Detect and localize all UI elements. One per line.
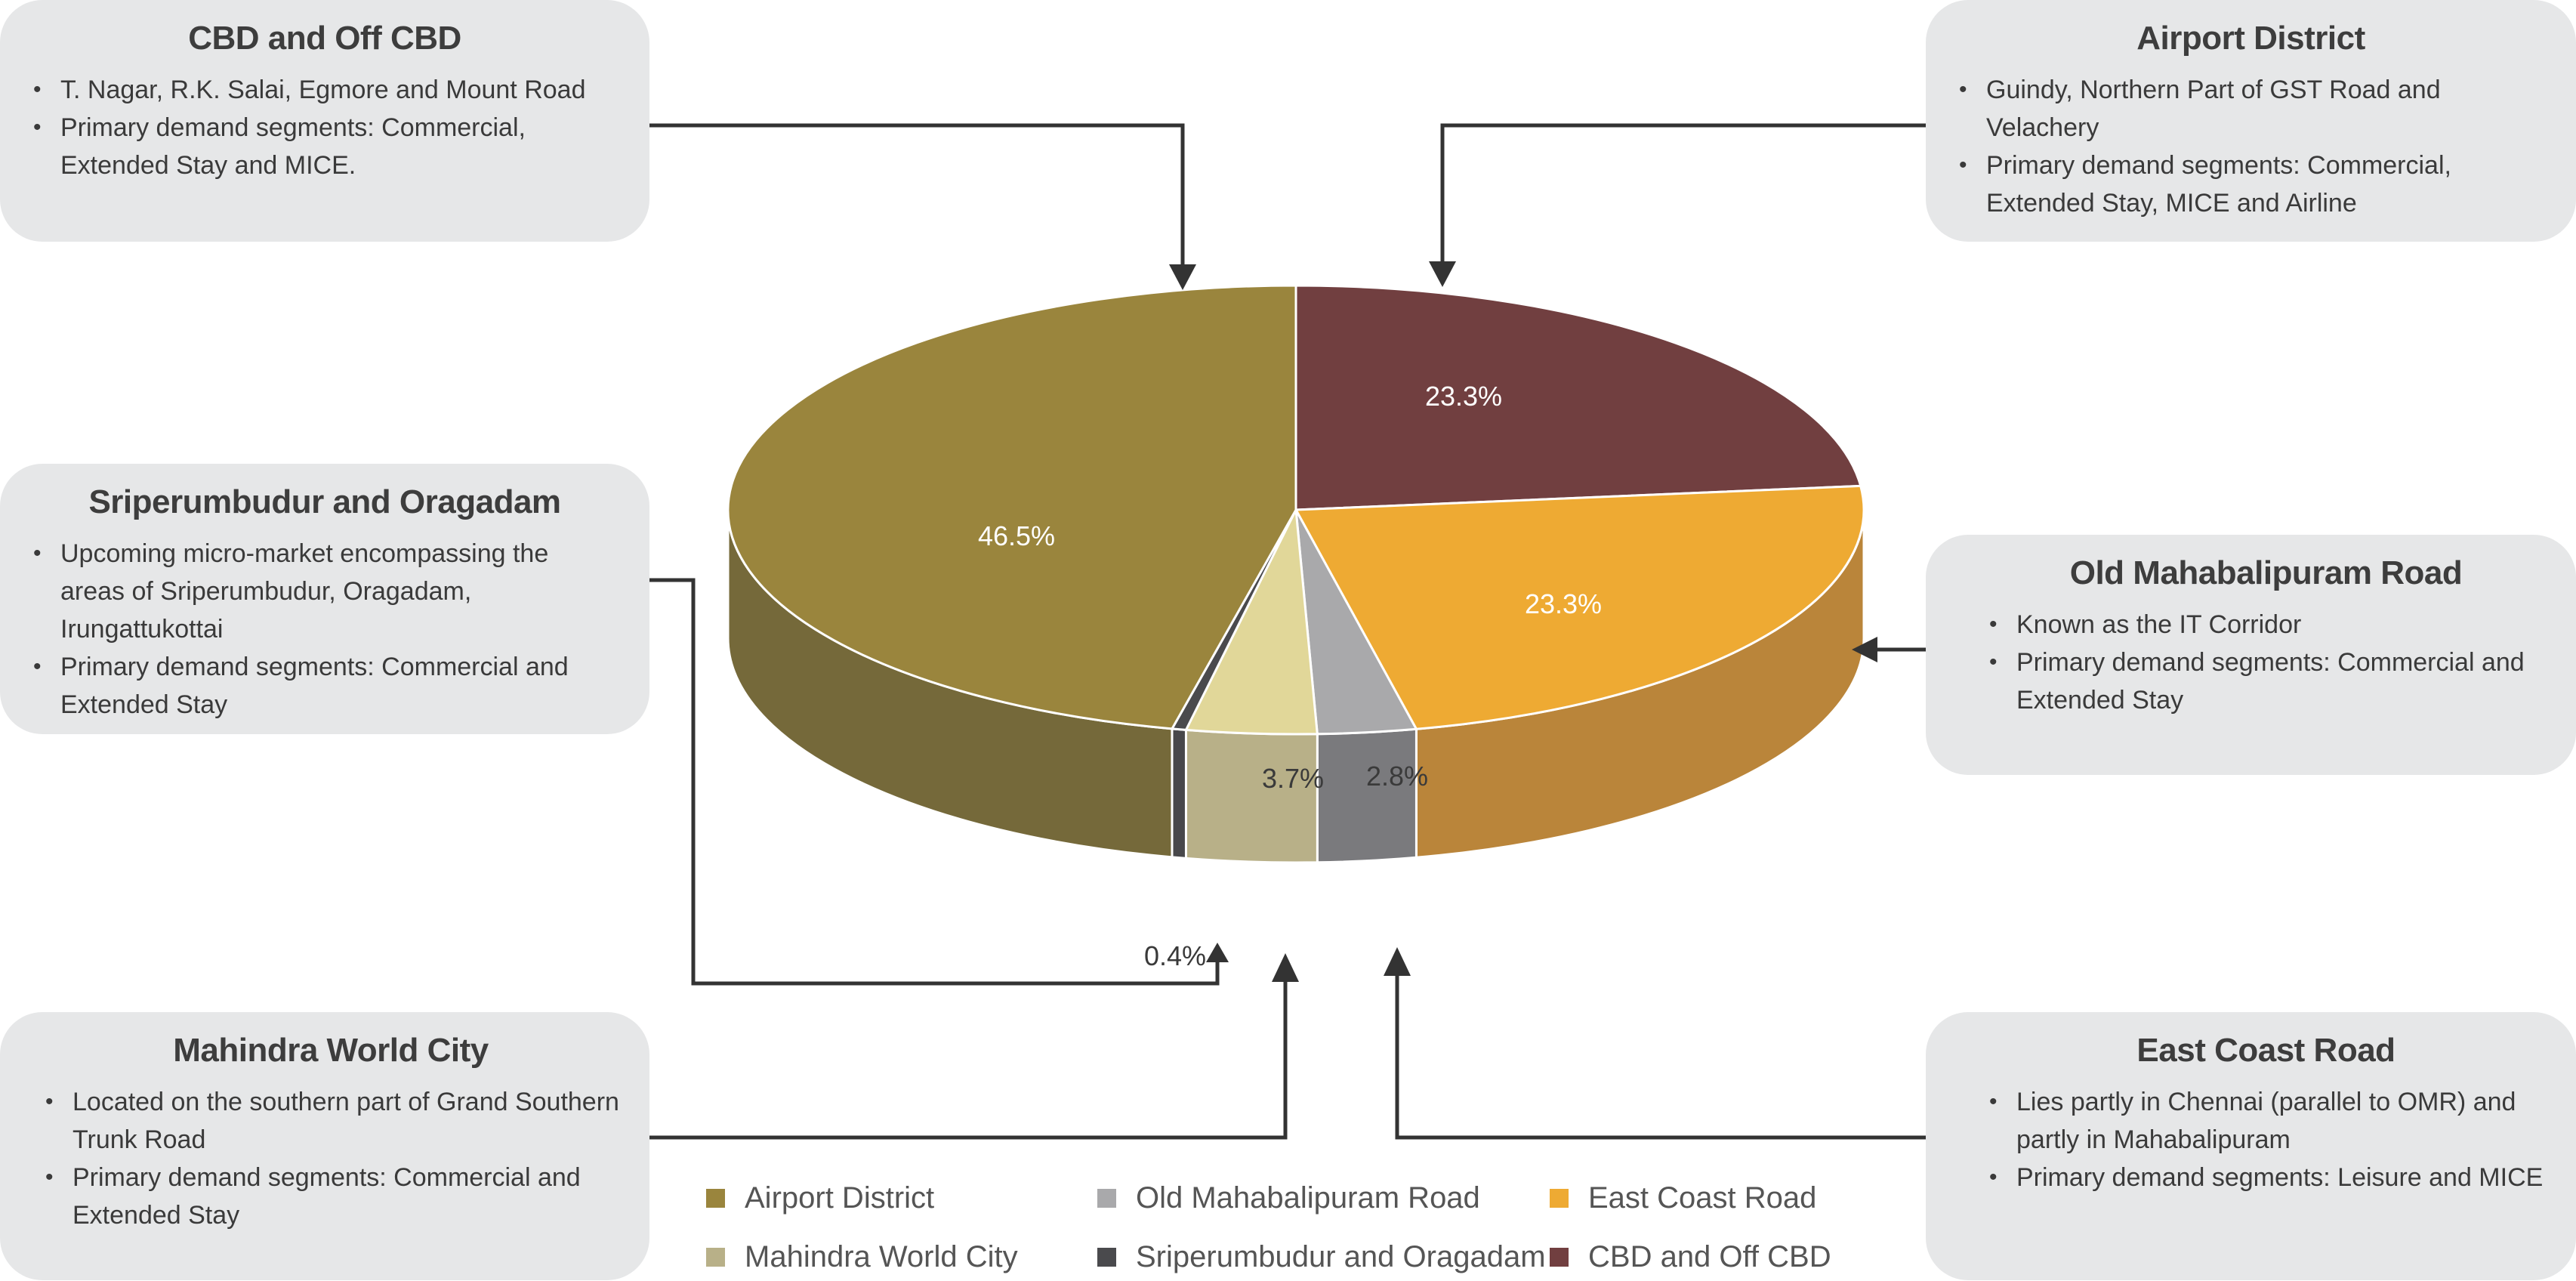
callout-cbd-list: T. Nagar, R.K. Salai, Egmore and Mount R… — [30, 71, 619, 184]
arrowhead-sriperumbudur — [1206, 943, 1229, 962]
callout-airport-title: Airport District — [2136, 20, 2365, 57]
callout-cbd-bullet: T. Nagar, R.K. Salai, Egmore and Mount R… — [33, 71, 619, 109]
callout-ecr: East Coast Road Lies partly in Chennai (… — [1926, 1012, 2576, 1280]
callout-mwc-list: Located on the southern part of Grand So… — [42, 1083, 619, 1234]
legend-swatch — [706, 1188, 725, 1208]
pie-sides — [727, 509, 1865, 864]
pie-slice-cbd-and-off-cbd — [1294, 284, 1862, 511]
legend-swatch — [1550, 1188, 1569, 1208]
callout-mwc-bullet: Primary demand segments: Commercial and … — [45, 1159, 619, 1234]
callout-mwc-title: Mahindra World City — [173, 1032, 489, 1069]
pie-side-mahindra-world-city — [1184, 728, 1319, 864]
pie-slice-airport-district — [727, 284, 1297, 730]
legend-item-mahindra-world-city: Mahindra World City — [706, 1234, 1018, 1279]
pie-tops — [727, 284, 1865, 736]
connector-mwc — [649, 974, 1288, 1140]
legend-label: Airport District — [745, 1181, 935, 1215]
connector-cbd — [649, 123, 1185, 279]
legend-label: Old Mahabalipuram Road — [1136, 1181, 1480, 1215]
arrowhead-mwc — [1272, 953, 1299, 982]
arrowhead-cbd — [1169, 264, 1196, 290]
legend-label: CBD and Off CBD — [1588, 1239, 1831, 1273]
callout-airport-bullet: Primary demand segments: Commercial, Ext… — [1959, 147, 2546, 222]
legend-swatch — [706, 1247, 725, 1267]
connectors — [649, 123, 1926, 1140]
pie-side-sriperumbudur-and-oragadam — [1171, 727, 1187, 860]
chart-legend: Airport District Old Mahabalipuram Road … — [706, 1175, 1914, 1281]
legend-label: Sriperumbudur and Oragadam — [1136, 1239, 1546, 1273]
callout-cbd: CBD and Off CBD T. Nagar, R.K. Salai, Eg… — [0, 0, 649, 242]
callout-airport: Airport District Guindy, Northern Part o… — [1926, 0, 2576, 242]
legend-item-sriperumbudur-and-oragadam: Sriperumbudur and Oragadam — [1097, 1234, 1546, 1279]
callout-mwc-bullet: Located on the southern part of Grand So… — [45, 1083, 619, 1159]
connector-ecr — [1395, 968, 1926, 1140]
connector-airport — [1440, 123, 1926, 276]
callout-sriperumbudur-list: Upcoming micro-market encompassing the a… — [30, 535, 619, 724]
legend-item-cbd-and-off-cbd: CBD and Off CBD — [1550, 1234, 1831, 1279]
data-label-cbd-and-off-cbd: 23.3% — [1425, 381, 1502, 412]
legend-item-old-mahabalipuram-road: Old Mahabalipuram Road — [1097, 1175, 1480, 1221]
callout-sriperumbudur-bullet: Upcoming micro-market encompassing the a… — [33, 535, 619, 648]
callout-omr-bullet: Primary demand segments: Commercial and … — [1989, 644, 2546, 719]
legend-swatch — [1097, 1188, 1116, 1208]
callout-mwc: Mahindra World City Located on the south… — [0, 1012, 649, 1280]
callout-sriperumbudur-title: Sriperumbudur and Oragadam — [88, 483, 561, 520]
callout-ecr-bullet: Lies partly in Chennai (parallel to OMR)… — [1989, 1083, 2546, 1159]
callout-sriperumbudur: Sriperumbudur and Oragadam Upcoming micr… — [0, 464, 649, 734]
pie-labels: 23.3% 23.3% 2.8% 3.7% 0.4% 46.5% — [978, 381, 1602, 971]
data-label-east-coast-road: 23.3% — [1525, 588, 1602, 619]
callout-airport-bullet: Guindy, Northern Part of GST Road and Ve… — [1959, 71, 2546, 147]
data-label-sriperumbudur-and-oragadam: 0.4% — [1144, 940, 1206, 971]
pie-slice-east-coast-road — [1294, 484, 1865, 730]
callout-ecr-title: East Coast Road — [2136, 1032, 2396, 1069]
legend-swatch — [1097, 1247, 1116, 1267]
callout-omr-list: Known as the IT Corridor Primary demand … — [1986, 606, 2546, 719]
callout-cbd-title: CBD and Off CBD — [188, 20, 461, 57]
callout-omr-bullet: Known as the IT Corridor — [1989, 606, 2546, 644]
arrowhead-ecr — [1384, 947, 1411, 976]
callout-airport-list: Guindy, Northern Part of GST Road and Ve… — [1956, 71, 2546, 222]
legend-item-airport-district: Airport District — [706, 1175, 934, 1221]
data-label-mahindra-world-city: 3.7% — [1262, 763, 1324, 794]
callout-ecr-bullet: Primary demand segments: Leisure and MIC… — [1989, 1159, 2546, 1196]
legend-swatch — [1550, 1247, 1569, 1267]
callout-cbd-bullet: Primary demand segments: Commercial, Ext… — [33, 109, 619, 184]
data-label-airport-district: 46.5% — [978, 520, 1055, 551]
arrowhead-omr — [1852, 637, 1877, 662]
callout-omr-title: Old Mahabalipuram Road — [2069, 554, 2463, 591]
callout-omr: Old Mahabalipuram Road Known as the IT C… — [1926, 535, 2576, 775]
legend-item-east-coast-road: East Coast Road — [1550, 1175, 1816, 1221]
connector-sriperumbudur — [649, 578, 1220, 986]
data-label-old-mahabalipuram-road: 2.8% — [1366, 761, 1428, 792]
legend-label: Mahindra World City — [745, 1239, 1018, 1273]
callout-sriperumbudur-bullet: Primary demand segments: Commercial and … — [33, 648, 619, 724]
pie-side-old-mahabalipuram-road — [1316, 727, 1418, 864]
legend-label: East Coast Road — [1588, 1181, 1817, 1215]
arrowhead-airport — [1429, 261, 1456, 287]
callout-ecr-list: Lies partly in Chennai (parallel to OMR)… — [1986, 1083, 2546, 1196]
